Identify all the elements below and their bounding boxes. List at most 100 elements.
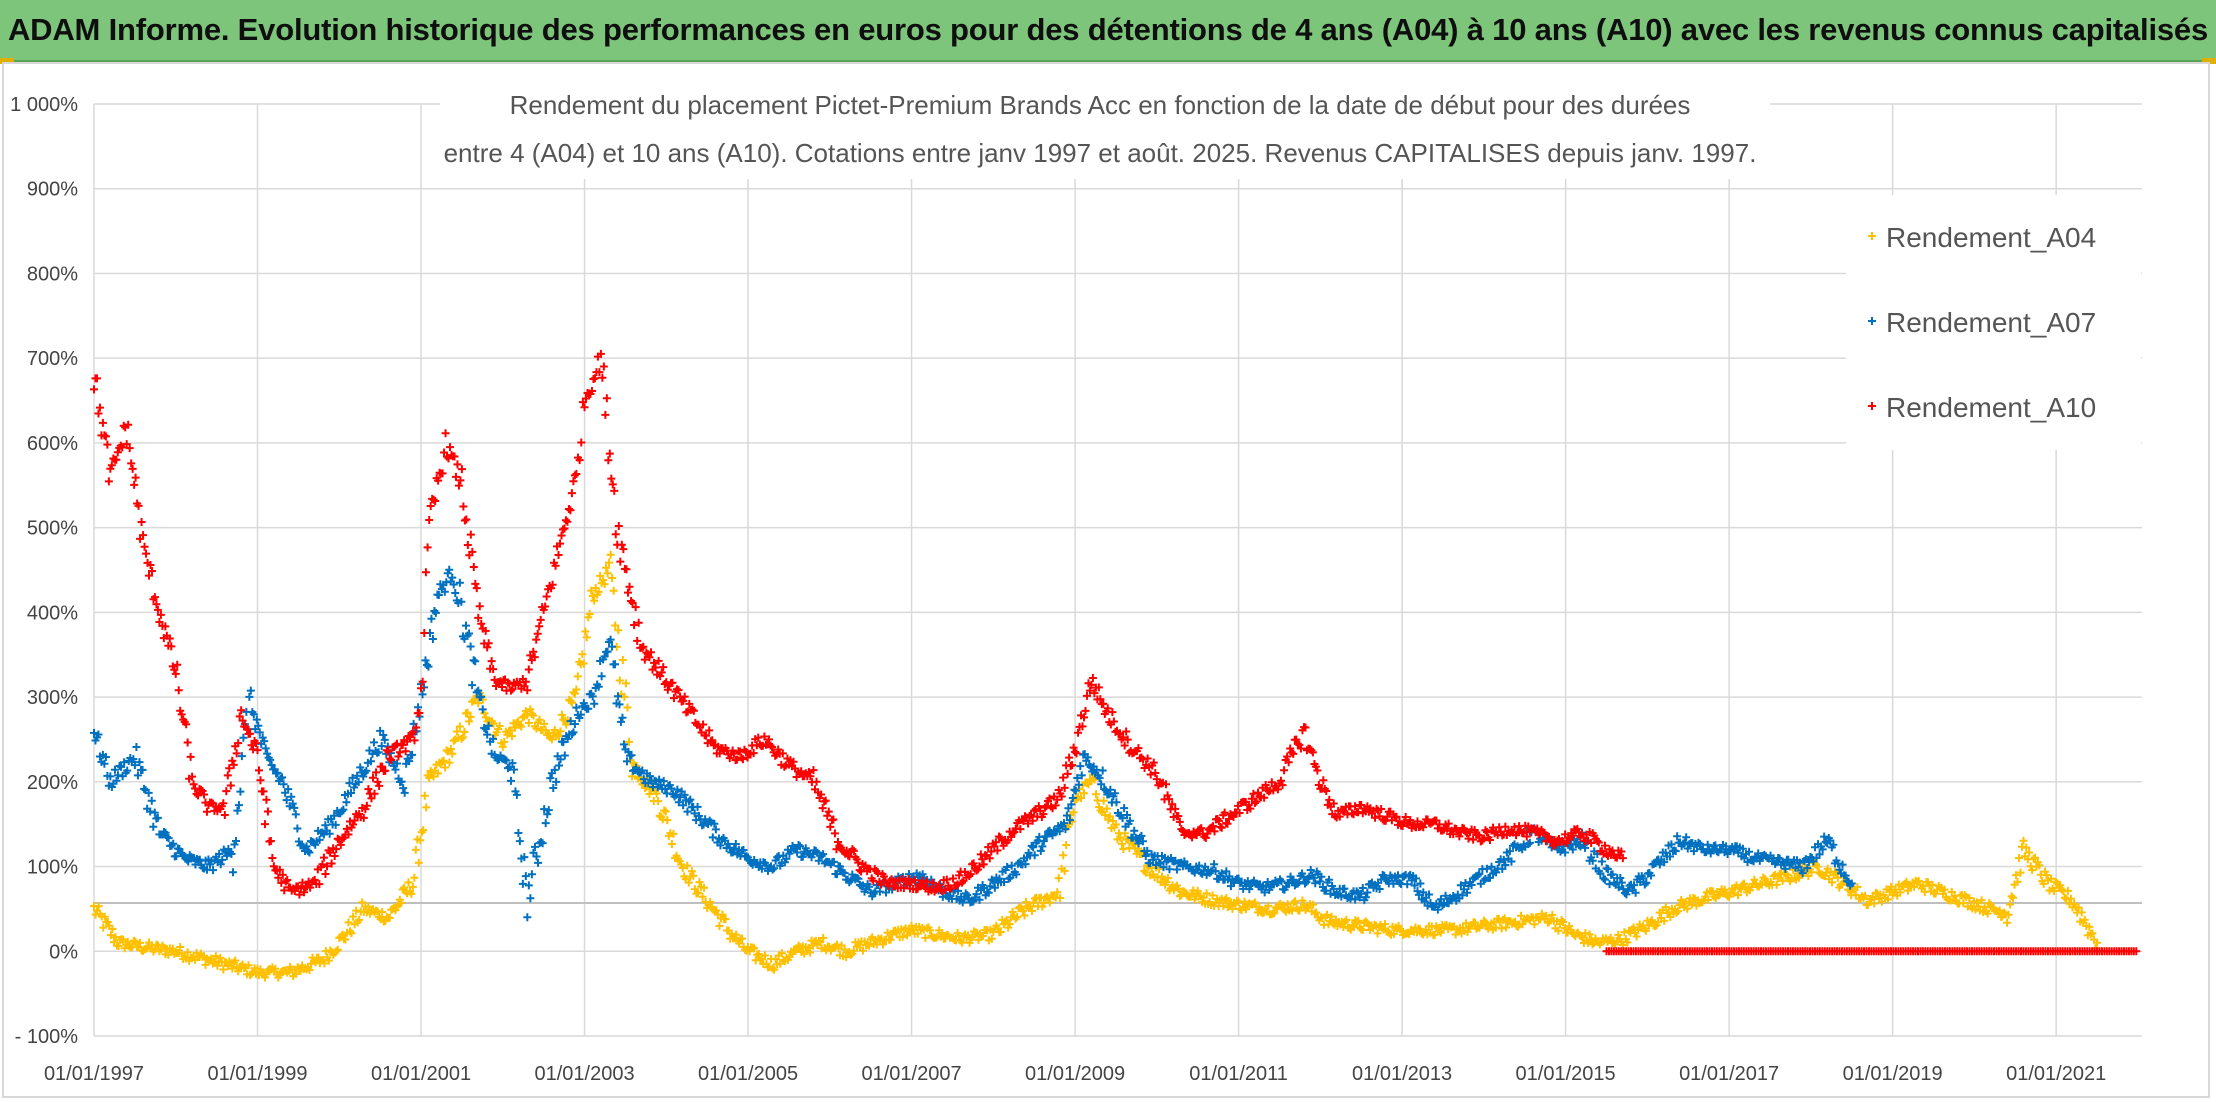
data-point: [1143, 754, 1152, 763]
data-point: [859, 946, 868, 955]
data-point: [1632, 932, 1641, 941]
data-point: [1887, 882, 1896, 891]
data-point: [968, 933, 977, 942]
data-point: [332, 947, 341, 956]
data-point: [590, 374, 599, 383]
data-point: [2060, 893, 2069, 902]
data-point: [147, 796, 156, 805]
data-point: [1242, 905, 1251, 914]
data-point: [1581, 929, 1590, 938]
gridlines: [93, 103, 2142, 1037]
data-point: [123, 937, 132, 946]
data-point: [1069, 808, 1078, 817]
data-point: [411, 845, 420, 854]
data-point: [633, 636, 642, 645]
data-point: [1980, 903, 1989, 912]
data-point: [886, 935, 895, 944]
data-point: [865, 941, 874, 950]
data-point: [425, 773, 434, 782]
data-point: [721, 915, 730, 924]
data-point: [1222, 894, 1231, 903]
data-point: [209, 866, 218, 875]
data-point: [1327, 912, 1336, 921]
data-point: [1530, 920, 1539, 929]
data-point: [614, 522, 623, 531]
data-point: [1163, 874, 1172, 883]
data-point: [457, 734, 466, 743]
y-tick-label: 300%: [27, 687, 78, 709]
data-point: [2016, 868, 2025, 877]
data-point: [1202, 889, 1211, 898]
data-point: [1720, 885, 1729, 894]
data-point: [140, 542, 149, 551]
data-point: [1038, 902, 1047, 911]
data-point: [260, 820, 269, 829]
data-point: [605, 449, 614, 458]
data-point: [420, 791, 429, 800]
data-point: [338, 930, 347, 939]
data-point: [1279, 901, 1288, 910]
data-point: [715, 921, 724, 930]
data-point: [211, 952, 220, 961]
data-point: [254, 721, 263, 730]
data-point: [1729, 889, 1738, 898]
data-point: [1219, 901, 1228, 910]
data-point: [1312, 908, 1321, 917]
data-point: [474, 699, 483, 708]
data-point: [1997, 913, 2006, 922]
data-point: [570, 689, 579, 698]
data-point: [1108, 708, 1117, 717]
data-point: [2077, 908, 2086, 917]
data-point: [1500, 914, 1509, 923]
data-point: [2074, 903, 2083, 912]
data-point: [451, 589, 460, 598]
data-point: [319, 853, 328, 862]
data-point: [1518, 920, 1527, 929]
data-point: [463, 708, 472, 717]
data-point: [161, 828, 170, 837]
data-point: [711, 825, 720, 834]
data-point: [1577, 932, 1586, 941]
data-point: [506, 776, 515, 785]
data-point: [1714, 891, 1723, 900]
data-point: [263, 807, 272, 816]
data-point: [2003, 918, 2012, 927]
data-point: [1910, 882, 1919, 891]
data-point: [603, 569, 612, 578]
data-point: [1868, 892, 1877, 901]
data-point: [255, 728, 264, 737]
data-point: [171, 669, 180, 678]
data-point: [1994, 907, 2003, 916]
data-point: [788, 949, 797, 958]
data-point: [140, 784, 149, 793]
data-point: [663, 816, 672, 825]
data-point: [373, 777, 382, 786]
corner-mark-right: [2202, 58, 2216, 64]
data-point: [557, 710, 566, 719]
data-point: [104, 477, 113, 486]
data-point: [142, 549, 151, 558]
data-point: [94, 902, 103, 911]
data-point: [1175, 892, 1184, 901]
data-point: [445, 758, 454, 767]
series-Rendement_A10: [90, 349, 1627, 899]
data-point: [706, 897, 715, 906]
data-point: [291, 810, 300, 819]
data-point: [1117, 839, 1126, 848]
data-point: [292, 969, 301, 978]
data-point: [518, 879, 527, 888]
data-point: [1059, 851, 1068, 860]
data-point: [535, 622, 544, 631]
data-point: [700, 883, 709, 892]
y-axis: 1 000% 900% 800% 700% 600% 500% 400% 300% 200% 10…: [10, 94, 78, 1048]
data-point: [732, 930, 741, 939]
data-point: [826, 822, 835, 831]
data-point: [419, 826, 428, 835]
data-point: [2050, 886, 2059, 895]
data-point: [1190, 895, 1199, 904]
data-point: [1036, 846, 1045, 855]
data-point: [1309, 900, 1318, 909]
y-tick-label: 200%: [27, 772, 78, 794]
data-point: [2019, 836, 2028, 845]
data-point: [561, 516, 570, 525]
